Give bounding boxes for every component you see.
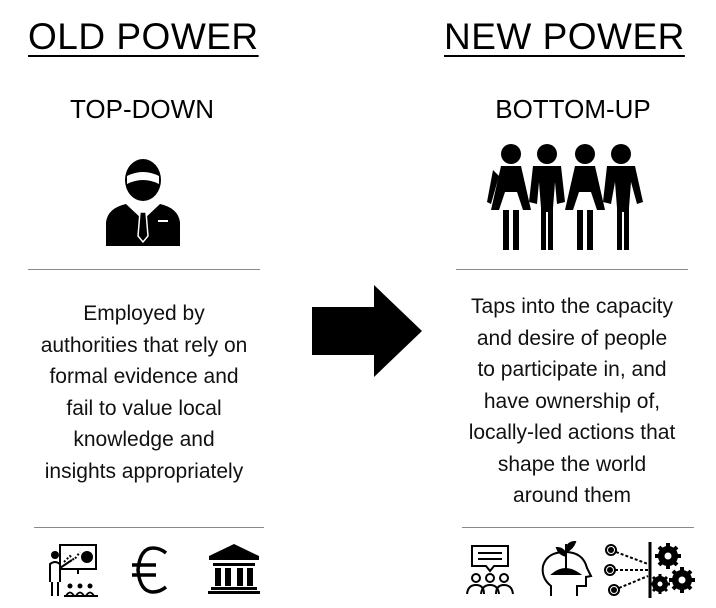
bottom-up-subheading: BOTTOM-UP (495, 94, 651, 124)
desc-line: insights appropriately (44, 459, 244, 483)
desc-line: knowledge and (73, 428, 215, 451)
desc-line: to participate in, and (477, 358, 667, 381)
desc-line: locally-led actions that (468, 421, 676, 444)
group-discussion-icon (464, 544, 516, 598)
right-bottom-divider (462, 527, 694, 528)
desc-line: Employed by (83, 302, 205, 325)
desc-line: authorities that rely on (40, 333, 248, 357)
bank-building-icon (207, 542, 261, 594)
people-group-icon (487, 142, 647, 252)
head-growth-icon (537, 540, 595, 598)
old-power-description: Employed by authorities that rely on for… (16, 298, 272, 487)
desc-line: shape the world (497, 452, 647, 476)
top-down-subheading: TOP-DOWN (70, 94, 214, 124)
desc-line: formal evidence and (49, 365, 239, 388)
desc-line: fail to value local (66, 396, 222, 420)
left-bottom-divider (34, 527, 264, 528)
euro-icon (130, 545, 172, 595)
right-top-divider (456, 269, 688, 270)
businessman-icon (102, 150, 184, 246)
new-power-description: Taps into the capacity and desire of peo… (440, 291, 704, 512)
new-power-heading: NEW POWER (444, 16, 685, 57)
desc-line: have ownership of, (483, 389, 661, 413)
network-gears-icon (602, 540, 698, 600)
right-arrow-icon (312, 285, 424, 377)
old-power-heading: OLD POWER (28, 16, 259, 57)
presenter-board-icon (46, 542, 104, 598)
desc-line: and desire of people (476, 326, 668, 350)
desc-line: Taps into the capacity (471, 295, 673, 318)
left-top-divider (28, 269, 260, 270)
desc-line: around them (513, 484, 631, 507)
